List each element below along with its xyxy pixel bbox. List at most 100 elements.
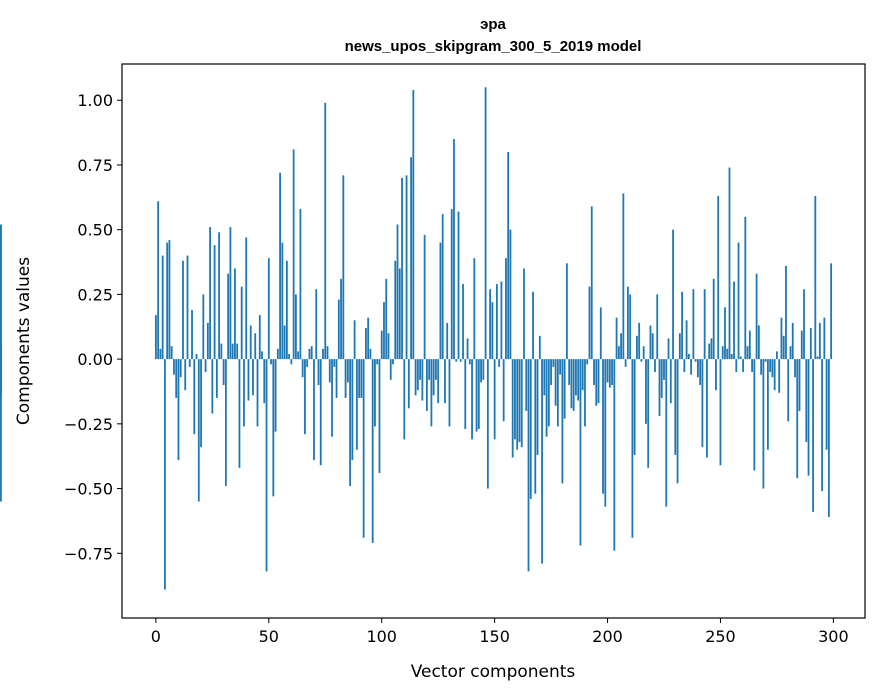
bar: [374, 359, 376, 427]
bar: [405, 175, 408, 360]
bar: [455, 359, 458, 362]
bar: [491, 302, 494, 360]
bar: [525, 359, 528, 411]
x-tick-label: 300: [818, 627, 849, 646]
bar: [430, 359, 433, 427]
bar: [202, 294, 205, 360]
bar: [475, 359, 478, 432]
x-axis-label: Vector components: [411, 662, 576, 682]
x-tick-label: 200: [592, 627, 623, 646]
bar: [369, 348, 372, 360]
bar: [292, 149, 295, 360]
bar: [527, 359, 530, 572]
bar: [633, 359, 636, 455]
bar: [640, 359, 643, 362]
bar: [342, 175, 345, 360]
bar: [733, 281, 735, 360]
bar: [581, 359, 584, 391]
bar: [547, 359, 550, 427]
bar: [297, 351, 300, 360]
bar: [721, 346, 724, 360]
bar: [252, 359, 254, 396]
bar: [301, 359, 304, 378]
bar: [200, 359, 202, 448]
bar: [256, 359, 259, 427]
bar: [507, 152, 510, 360]
bar: [626, 286, 629, 360]
bar: [647, 359, 650, 468]
bar: [807, 359, 810, 476]
bar: [500, 281, 503, 360]
bar: [191, 309, 193, 360]
bar: [229, 227, 232, 360]
bar: [376, 359, 379, 365]
bar: [778, 359, 781, 393]
bar: [803, 289, 805, 360]
bar: [606, 359, 609, 383]
bar: [742, 359, 744, 373]
bar: [313, 359, 315, 461]
bar: [263, 359, 266, 404]
bar: [498, 359, 501, 367]
bar: [392, 359, 394, 365]
bar: [159, 348, 162, 360]
bar: [514, 359, 516, 440]
bar: [407, 359, 410, 409]
bar: [206, 322, 209, 360]
bar: [520, 359, 523, 448]
bar: [328, 359, 331, 383]
bar: [279, 172, 281, 360]
bar: [448, 359, 451, 427]
bar: [335, 359, 338, 398]
bar: [791, 322, 794, 360]
bar: [712, 278, 715, 360]
bar: [579, 359, 582, 546]
bar: [617, 346, 620, 360]
bar: [0, 224, 2, 360]
bar: [387, 333, 390, 360]
bar: [755, 273, 758, 360]
bar: [611, 359, 613, 386]
bar: [681, 291, 683, 360]
bar: [830, 263, 833, 360]
bar: [227, 273, 230, 360]
bar: [505, 258, 507, 360]
bar: [484, 87, 487, 360]
y-axis-label: Components values: [14, 257, 34, 425]
bar: [493, 359, 496, 440]
bar: [532, 291, 534, 360]
bar: [771, 359, 774, 378]
bar: [175, 359, 178, 398]
bar: [477, 359, 480, 430]
bar: [590, 206, 593, 360]
bar: [543, 359, 546, 396]
bar: [545, 359, 548, 437]
bar: [827, 359, 830, 518]
bar: [710, 338, 713, 360]
bar: [240, 286, 243, 360]
bar: [236, 343, 239, 360]
bar: [751, 359, 753, 373]
bar: [656, 294, 659, 360]
bar-series: [0, 87, 833, 590]
bar: [473, 258, 476, 360]
bar: [468, 359, 471, 365]
y-tick-label: −0.50: [64, 480, 113, 499]
bar: [245, 237, 248, 360]
bar: [575, 359, 577, 396]
bar: [272, 359, 275, 497]
bar: [177, 359, 180, 461]
bar: [789, 346, 792, 360]
bar: [166, 242, 169, 360]
bar: [378, 359, 381, 474]
bar: [746, 346, 749, 360]
bar: [396, 224, 399, 360]
bar: [812, 359, 814, 512]
bar: [437, 359, 440, 404]
bar: [658, 359, 661, 417]
bar: [394, 260, 397, 360]
bar: [561, 359, 564, 484]
bar: [184, 359, 187, 391]
bar: [776, 351, 778, 360]
bar: [696, 359, 699, 378]
